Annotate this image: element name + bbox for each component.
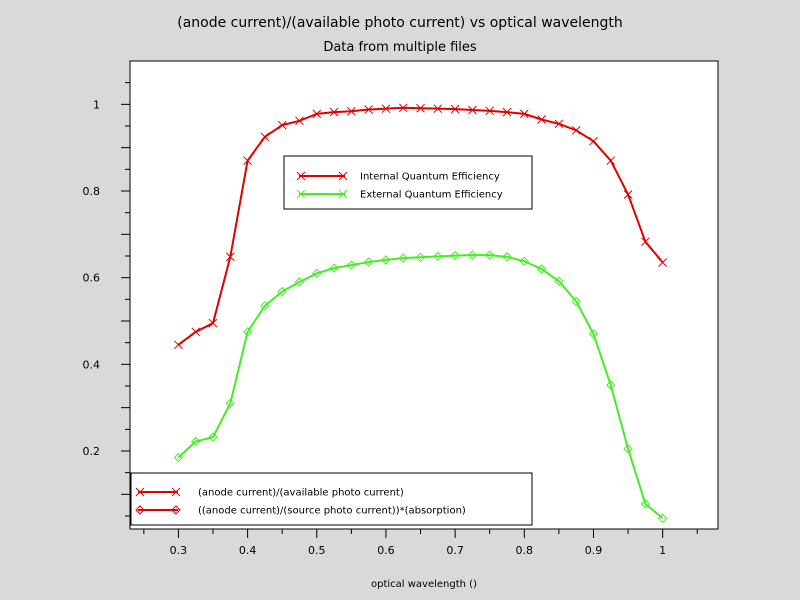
x-tick-label: 0.6 — [377, 544, 395, 557]
x-tick-label: 0.7 — [446, 544, 464, 557]
legend-swatch-marker — [135, 505, 145, 515]
series-1-point — [641, 237, 650, 247]
series-2-point — [571, 296, 581, 307]
series-1-point — [243, 156, 252, 166]
series-2-point — [536, 264, 547, 274]
series-2-point — [294, 277, 305, 287]
series-1-point — [468, 105, 477, 115]
series-1-point — [416, 103, 425, 113]
plot-area — [129, 60, 719, 530]
series-1-point — [485, 106, 495, 116]
legend-swatch-marker — [135, 487, 145, 497]
series-layer — [173, 103, 668, 523]
series-2-point — [415, 252, 426, 263]
series-2-point — [329, 263, 339, 273]
series-2-point — [277, 286, 287, 297]
legend-swatch-marker — [171, 487, 181, 497]
y-tick-label: 0.4 — [83, 358, 101, 371]
legend-swatch-marker — [338, 171, 348, 181]
series-1-point — [277, 120, 287, 130]
series-2-point — [554, 276, 564, 286]
series-1-point — [502, 107, 512, 117]
series-1-point — [537, 115, 546, 124]
legend-entry-label: ((anode current)/(source photo current))… — [198, 506, 466, 517]
series-1-point — [571, 125, 581, 135]
series-1-point — [364, 105, 374, 114]
series-1-point — [208, 318, 218, 328]
series-2-point — [260, 301, 270, 311]
x-tick-label: 0.5 — [308, 544, 326, 557]
series-2-point — [208, 432, 218, 442]
y-tick-label: 1 — [93, 98, 100, 111]
x-tick-label: 0.8 — [516, 544, 534, 557]
series-1-point — [398, 103, 408, 113]
series-1-point — [433, 104, 443, 114]
series-2-point — [450, 250, 460, 261]
x-tick-label: 0.3 — [170, 544, 188, 557]
legend-entry-label: (anode current)/(available photo current… — [198, 488, 404, 499]
axes: 0.3 0.4 0.5 0.6 0.7 0.8 0.9 1 0.2 0.4 0.6 0.8 1 — [83, 82, 698, 557]
legend-box — [283, 155, 533, 210]
legend-swatch-marker — [171, 505, 181, 515]
legend-swatch-marker — [338, 189, 348, 199]
series-1-point — [658, 258, 668, 267]
series-1-point — [606, 156, 616, 166]
series-2-point — [225, 398, 236, 409]
series-2-point — [485, 250, 495, 260]
series-2-point — [381, 255, 391, 265]
series-1-point — [174, 340, 183, 350]
x-tick-label: 1 — [659, 544, 666, 557]
y-tick-label: 0.2 — [83, 445, 101, 458]
x-tick-label: 0.9 — [585, 544, 603, 557]
legend-bottom-left: (anode current)/(available photo current… — [130, 472, 533, 526]
series-1-point — [260, 132, 270, 142]
x-tick-label: 0.4 — [239, 544, 257, 557]
series-1-point — [329, 107, 339, 117]
series-2-point — [657, 513, 668, 523]
series-2-point — [191, 436, 201, 447]
series-2-line — [177, 254, 664, 519]
series-2-point — [640, 499, 651, 509]
series-2-point — [433, 251, 443, 262]
y-tick-label: 0.8 — [83, 185, 101, 198]
series-1-point — [225, 252, 235, 262]
legend-swatch-marker — [296, 189, 306, 199]
series-1-point — [312, 109, 322, 119]
series-1-point — [554, 119, 564, 129]
series-2-point — [519, 256, 530, 266]
legend-box — [130, 472, 533, 526]
series-2-point — [173, 452, 184, 463]
series-2-point — [242, 327, 253, 337]
series-1-point — [347, 106, 356, 116]
series-1-point — [191, 327, 201, 337]
legend-entry-label: External Quantum Efficiency — [360, 190, 503, 201]
series-2-point — [346, 260, 357, 270]
series-2-point — [588, 329, 599, 339]
series-2-point — [398, 253, 408, 263]
series-2-point — [502, 252, 512, 262]
series-2-point — [312, 268, 322, 279]
x-axis-label: optical wavelength () — [371, 579, 477, 590]
legend-entry-label: Internal Quantum Efficiency — [360, 172, 500, 183]
y-tick-label: 0.6 — [83, 272, 101, 285]
series-1-point — [589, 136, 598, 146]
chart-subtitle: Data from multiple files — [323, 40, 477, 55]
series-2-point — [467, 250, 478, 260]
legend-swatch-marker — [296, 171, 306, 181]
series-1-point — [295, 116, 304, 126]
series-2-point — [363, 257, 374, 267]
series-2-point — [623, 444, 633, 454]
series-2-point — [606, 380, 616, 390]
series-1-point — [519, 109, 529, 119]
chart-title: (anode current)/(available photo current… — [177, 15, 623, 31]
legend-center: Internal Quantum Efficiency External Quan… — [283, 155, 533, 210]
series-1-point — [623, 190, 633, 199]
series-1-point — [450, 104, 460, 114]
series-1-point — [381, 104, 391, 114]
